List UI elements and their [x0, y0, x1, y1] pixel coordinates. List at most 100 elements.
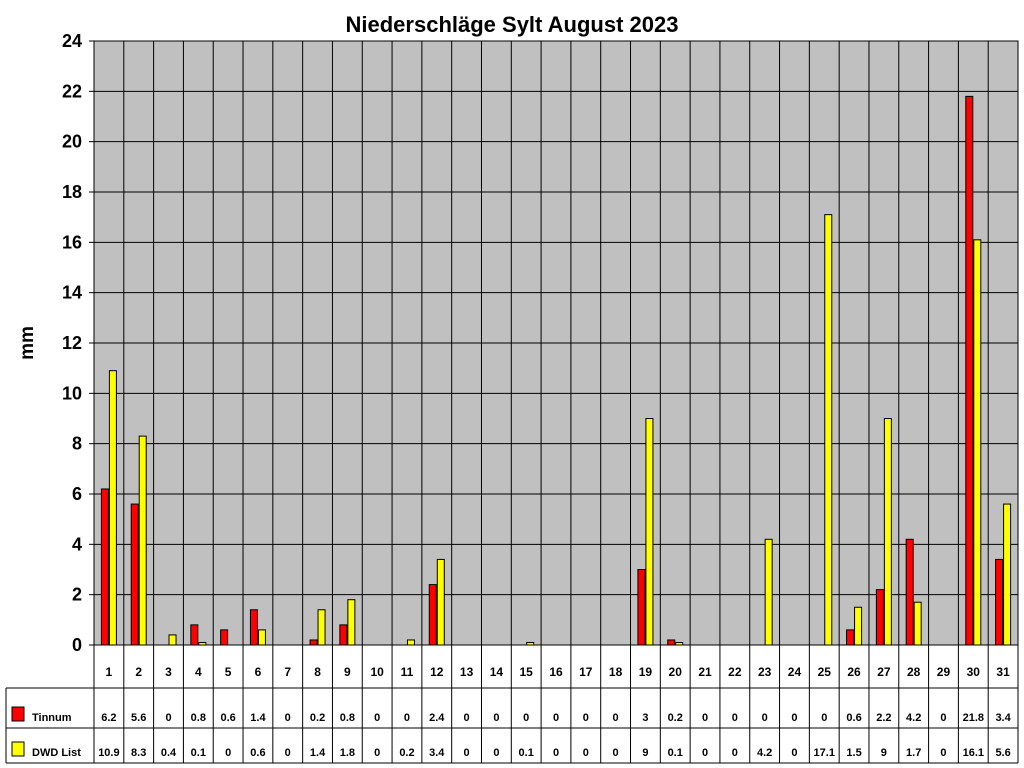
- x-category-label: 29: [937, 665, 951, 679]
- y-tick-label: 14: [62, 283, 82, 303]
- bar-tinnum: [339, 624, 348, 646]
- bar-tinnum: [220, 629, 229, 646]
- table-cell-value: 0.6: [220, 712, 235, 724]
- x-category-label: 30: [967, 665, 981, 679]
- bar-tinnum: [428, 584, 437, 646]
- table-cell-value: 0: [374, 712, 380, 724]
- table-cell-value: 0.1: [668, 747, 683, 759]
- table-cell-value: 1.4: [250, 712, 266, 724]
- bar-tinnum: [637, 569, 646, 646]
- table-cell-value: 0: [464, 712, 470, 724]
- bar-tinnum: [100, 488, 109, 646]
- table-cell-value: 0: [165, 712, 171, 724]
- table-cell-value: 0: [940, 712, 946, 724]
- table-cell-value: 0.8: [191, 712, 206, 724]
- table-cell-value: 5.6: [131, 712, 146, 724]
- y-tick-label: 18: [62, 182, 82, 202]
- y-tick-label: 2: [72, 585, 82, 605]
- x-category-label: 31: [996, 665, 1010, 679]
- y-tick-label: 16: [62, 232, 82, 252]
- data-table: 1 2 3 4 5 6 7 8 9 10 11 12 13 14 15 16 17 18 19 20 21 22 23 24 2…: [5, 645, 1019, 764]
- table-cell-value: 0: [732, 712, 738, 724]
- table-cell-value: 0: [553, 712, 559, 724]
- table-cell-value: 0.2: [668, 712, 683, 724]
- x-category-label: 15: [520, 665, 534, 679]
- x-category-label: 19: [639, 665, 653, 679]
- bar-tinnum: [130, 503, 139, 646]
- x-category-label: 13: [460, 665, 474, 679]
- table-cell-value: 0: [613, 712, 619, 724]
- table-cell-value: 0: [523, 712, 529, 724]
- x-category-label: 3: [165, 665, 172, 679]
- legend-label: DWD List: [32, 747, 81, 759]
- table-cell-value: 8.3: [131, 747, 146, 759]
- legend-swatch: [11, 706, 25, 722]
- table-cell-value: 16.1: [963, 747, 984, 759]
- table-cell-value: 0: [702, 747, 708, 759]
- table-cell-value: 0: [285, 712, 291, 724]
- table-cell-value: 1.5: [846, 747, 861, 759]
- x-category-label: 7: [284, 665, 291, 679]
- table-cell-value: 5.6: [995, 747, 1010, 759]
- table-cell-value: 0.6: [250, 747, 265, 759]
- table-cell-value: 0.2: [310, 712, 325, 724]
- plot-border: [93, 40, 1019, 646]
- bar-dwd-list: [168, 634, 177, 646]
- table-cell-value: 0.6: [846, 712, 861, 724]
- x-category-label: 18: [609, 665, 623, 679]
- table-cell-value: 0.1: [191, 747, 206, 759]
- table-cell-value: 0: [583, 747, 589, 759]
- x-category-label: 14: [490, 665, 504, 679]
- x-category-label: 4: [195, 665, 202, 679]
- bar-dwd-list: [645, 418, 654, 646]
- table-cell-value: 9: [881, 747, 887, 759]
- x-category-label: 9: [344, 665, 351, 679]
- table-cell-value: 0: [791, 712, 797, 724]
- table-cell-value: 1.4: [310, 747, 326, 759]
- table-cell-value: 4.2: [757, 747, 772, 759]
- y-tick-label: 4: [72, 534, 82, 554]
- x-category-label: 20: [669, 665, 683, 679]
- bar-dwd-list: [764, 538, 773, 646]
- table-cell-value: 0: [583, 712, 589, 724]
- x-category-label: 17: [579, 665, 593, 679]
- table-cell-value: 2.4: [429, 712, 445, 724]
- table-cell-value: 0: [285, 747, 291, 759]
- x-category-label: 27: [877, 665, 891, 679]
- x-category-label: 1: [106, 665, 113, 679]
- y-tick-label: 12: [62, 333, 82, 353]
- y-tick-label: 10: [62, 383, 82, 403]
- table-cell-value: 10.9: [98, 747, 119, 759]
- legend-label: Tinnum: [32, 712, 72, 724]
- table-cell-value: 0: [613, 747, 619, 759]
- legend-swatch: [11, 741, 25, 757]
- y-tick-label: 24: [62, 31, 82, 51]
- bar-dwd-list: [1003, 503, 1012, 646]
- bar-dwd-list: [108, 370, 117, 646]
- bar-dwd-list: [436, 558, 445, 646]
- table-cell-value: 0: [374, 747, 380, 759]
- table-cell-value: 0.2: [399, 747, 414, 759]
- x-category-label: 21: [698, 665, 712, 679]
- table-cell-value: 3.4: [995, 712, 1011, 724]
- x-category-label: 10: [370, 665, 384, 679]
- bar-dwd-list: [138, 435, 147, 646]
- x-category-label: 6: [255, 665, 262, 679]
- bar-tinnum: [965, 95, 974, 646]
- x-category-label: 23: [758, 665, 772, 679]
- table-cell-value: 0: [553, 747, 559, 759]
- table-cell-value: 0: [225, 747, 231, 759]
- table-cell-value: 0: [762, 712, 768, 724]
- bar-tinnum: [667, 639, 676, 646]
- table-cell-value: 0.1: [519, 747, 534, 759]
- table-cell-value: 1.8: [340, 747, 355, 759]
- table-cell-value: 0: [732, 747, 738, 759]
- x-category-label: 22: [728, 665, 742, 679]
- x-category-label: 2: [135, 665, 142, 679]
- x-category-label: 11: [401, 665, 414, 679]
- bar-dwd-list: [824, 214, 833, 646]
- bar-tinnum: [249, 609, 258, 646]
- x-category-label: 5: [225, 665, 232, 679]
